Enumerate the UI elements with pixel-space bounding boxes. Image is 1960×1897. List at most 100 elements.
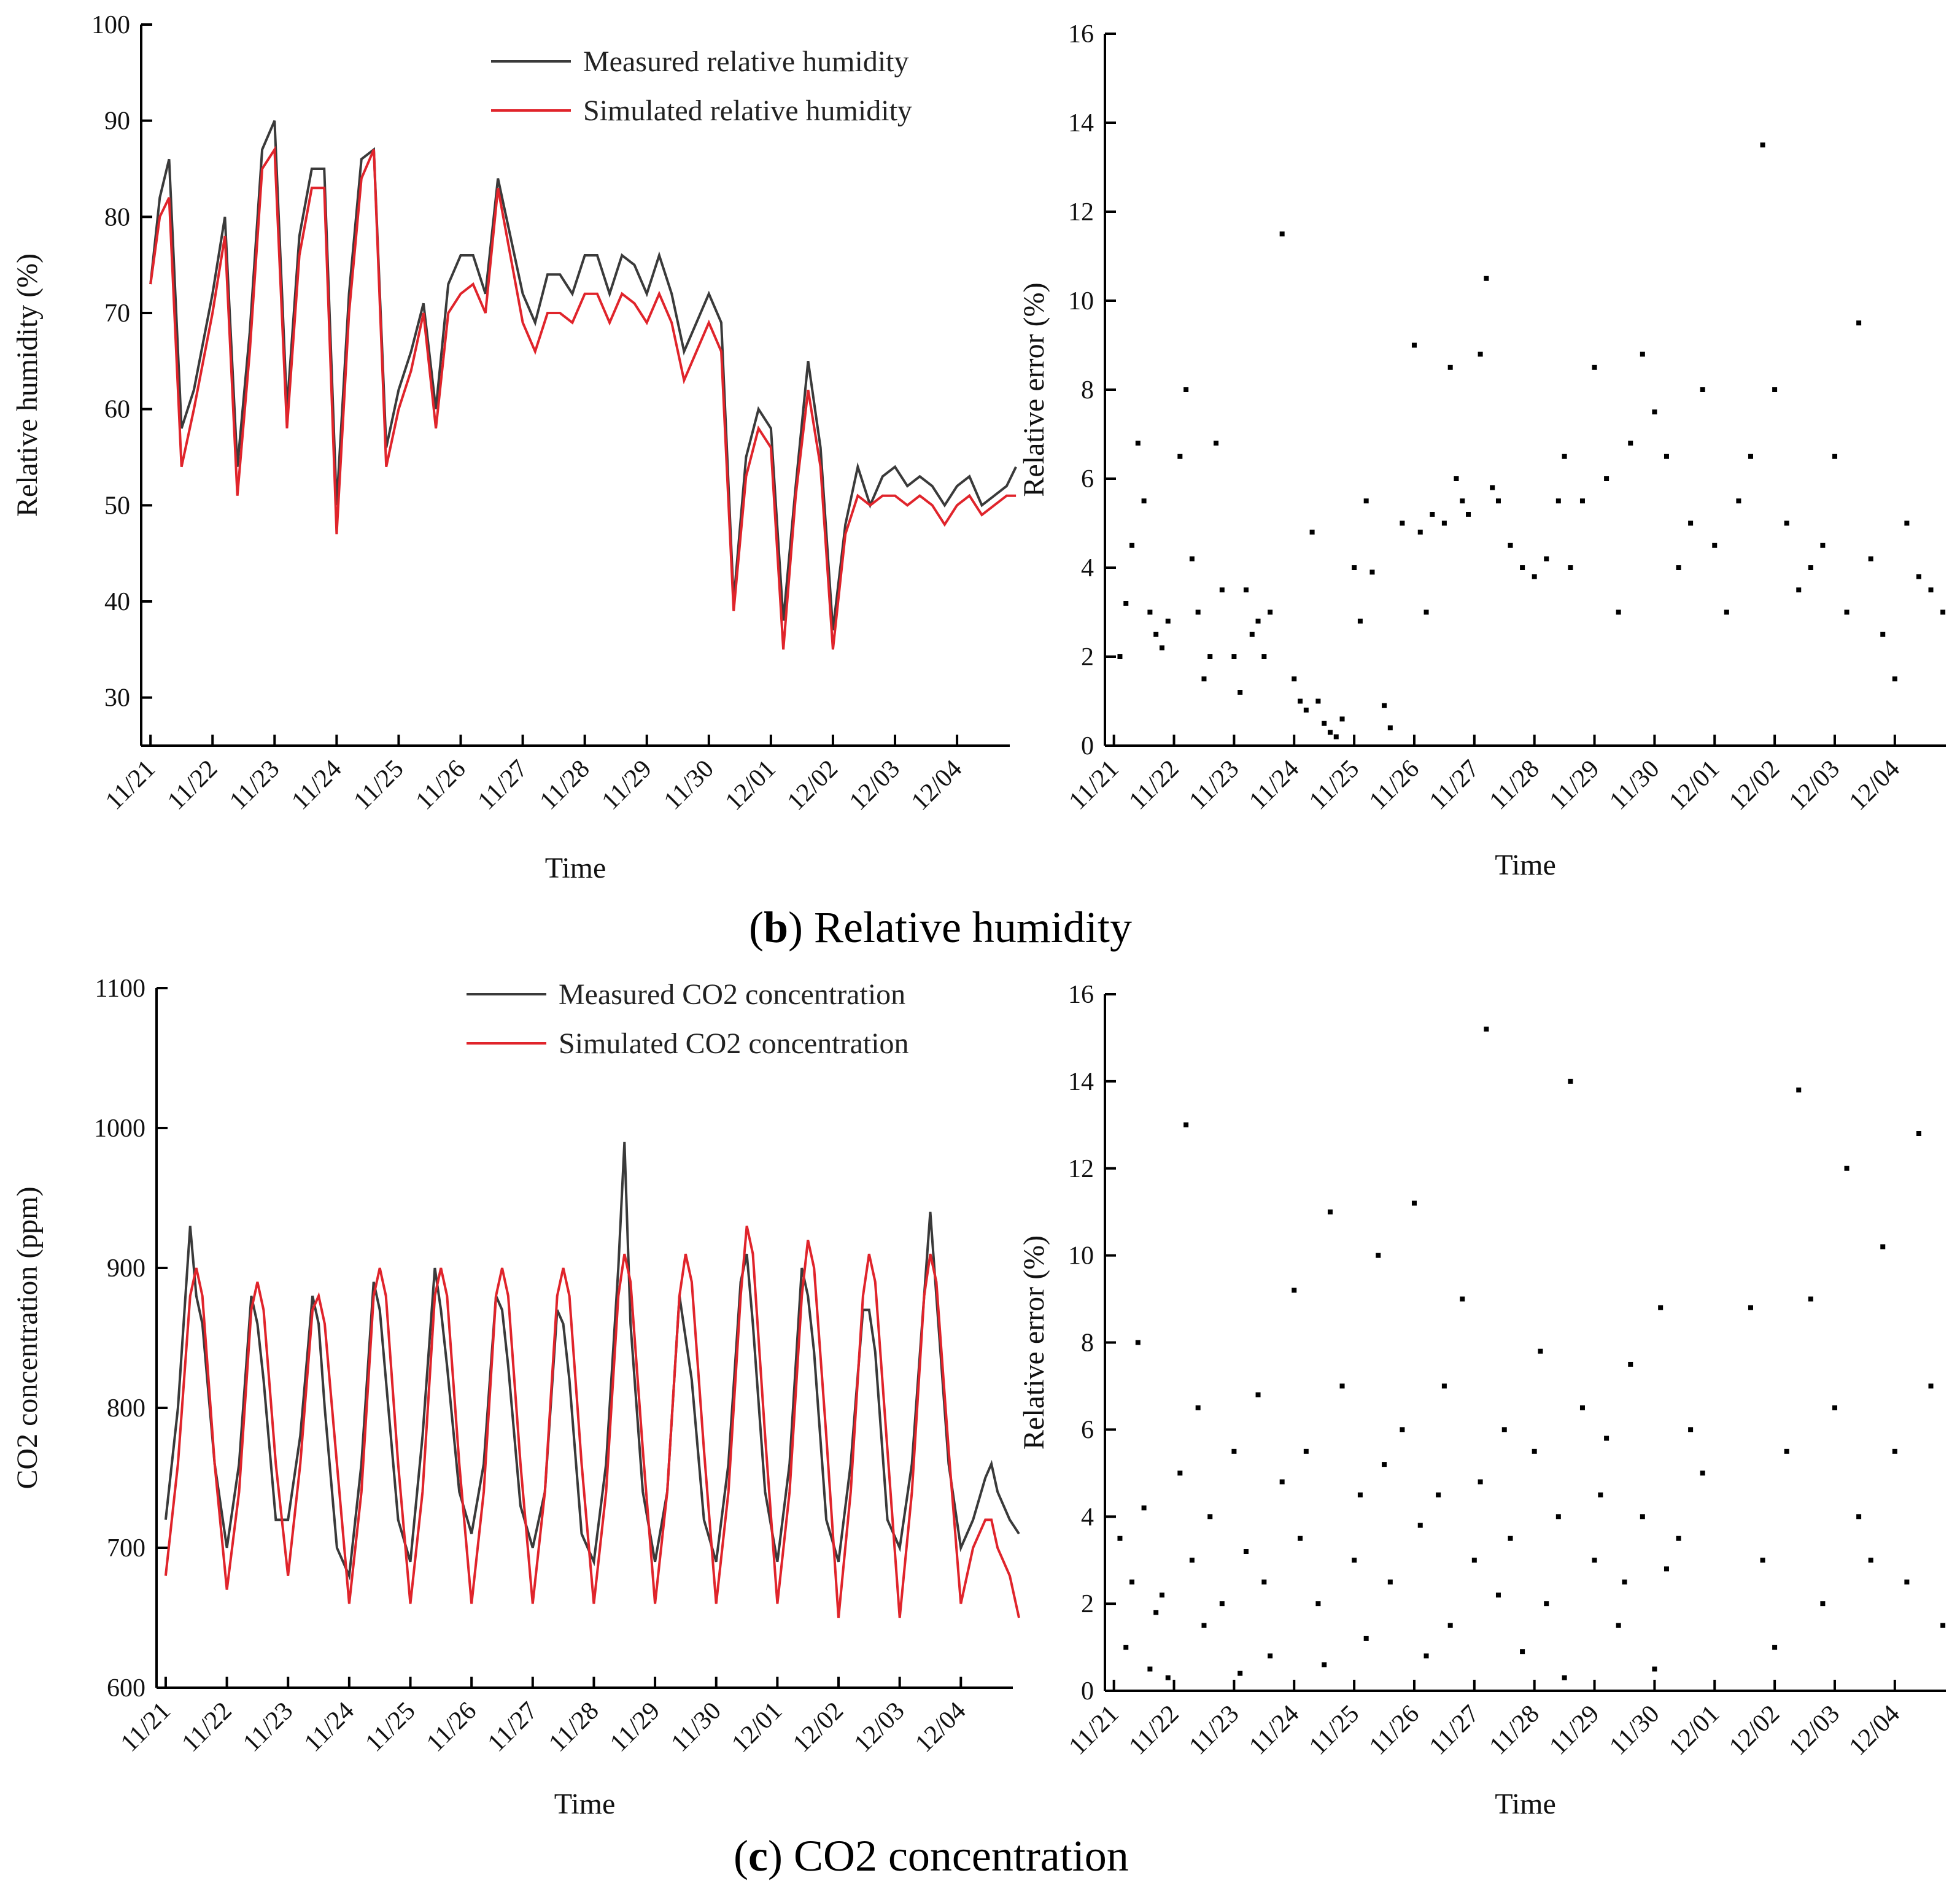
y-tick-label: 12 [1068, 198, 1094, 226]
error-point [1352, 565, 1357, 570]
error-point [1748, 1305, 1753, 1310]
error-point [1628, 441, 1633, 446]
error-point [1880, 1244, 1886, 1250]
x-tick-label: 11/29 [1544, 755, 1605, 816]
y-tick-label: 90 [104, 107, 130, 136]
error-point [1207, 654, 1213, 659]
error-point [1712, 543, 1718, 548]
x-tick-label: 11/29 [1544, 1700, 1605, 1761]
error-point [1147, 1666, 1153, 1672]
error-point [1555, 498, 1561, 504]
error-point [1760, 1558, 1765, 1563]
error-point [1568, 1078, 1573, 1084]
error-point [1772, 387, 1778, 392]
error-point [1261, 654, 1267, 659]
error-point [1760, 142, 1765, 148]
x-tick-label: 11/26 [421, 1697, 482, 1758]
error-point [1604, 1435, 1609, 1441]
error-point [1135, 1340, 1141, 1345]
error-point [1579, 1405, 1585, 1410]
y-tick-label: 6 [1081, 465, 1094, 493]
error-point [1339, 1383, 1345, 1389]
error-point [1159, 645, 1164, 651]
error-point [1604, 476, 1609, 481]
x-tick-label: 11/30 [659, 755, 719, 816]
error-point [1447, 1623, 1453, 1628]
y-tick-label: 16 [1068, 981, 1094, 1009]
error-point [1447, 365, 1453, 370]
error-point [1940, 1623, 1946, 1628]
error-point [1688, 1427, 1694, 1432]
y-axis-title: CO2 concentration (ppm) [11, 1186, 44, 1489]
error-point [1387, 1579, 1393, 1585]
error-point [1363, 1636, 1369, 1641]
error-point [1490, 485, 1495, 490]
error-point [1844, 1165, 1850, 1171]
error-point [1183, 1122, 1189, 1127]
y-axis-title: Relative error (%) [1018, 1235, 1050, 1450]
x-tick-label: 11/21 [1064, 1700, 1125, 1761]
error-point [1189, 556, 1195, 562]
error-point [1147, 609, 1153, 615]
legend: Measured relative humidity Simulated rela… [491, 45, 912, 127]
y-tick-label: 16 [1068, 20, 1094, 48]
x-tick-label: 11/23 [1183, 755, 1244, 816]
legend-label: Simulated relative humidity [583, 95, 912, 127]
error-point [1478, 1479, 1483, 1485]
error-point [1411, 1200, 1417, 1206]
x-tick-label: 12/01 [720, 755, 781, 816]
x-tick-label: 11/26 [1364, 1700, 1425, 1761]
error-point [1700, 387, 1705, 392]
error-point [1441, 1383, 1447, 1389]
error-point [1400, 520, 1405, 526]
error-point [1123, 601, 1129, 606]
error-point [1676, 565, 1681, 570]
error-point [1135, 441, 1141, 446]
error-point [1495, 498, 1501, 504]
error-point [1616, 609, 1621, 615]
legend-label: Simulated CO2 concentration [559, 1027, 909, 1060]
error-point [1640, 1514, 1645, 1520]
scatter-points [1117, 1026, 1946, 1680]
error-point [1231, 1448, 1237, 1454]
series-line-simulated [149, 145, 1017, 650]
x-tick-label: 11/28 [1484, 1700, 1545, 1761]
error-point [1544, 1601, 1549, 1607]
error-point [1117, 1536, 1123, 1541]
error-point [1436, 1492, 1441, 1497]
error-point [1460, 498, 1465, 504]
error-point [1562, 1675, 1567, 1680]
error-point [1231, 654, 1237, 659]
error-point [1382, 703, 1387, 708]
x-tick-label: 11/27 [482, 1697, 543, 1758]
y-tick-label: 6 [1081, 1416, 1094, 1444]
error-point [1484, 276, 1489, 281]
error-point [1165, 1675, 1171, 1680]
error-point [1129, 1579, 1135, 1585]
x-axis-title: Time [1495, 1788, 1556, 1820]
x-tick-label: 11/24 [1244, 1700, 1304, 1761]
x-tick-label: 11/25 [1304, 1700, 1365, 1761]
error-point [1315, 1601, 1321, 1607]
series-line-simulated [164, 1226, 1020, 1618]
error-point [1279, 1479, 1285, 1485]
error-point [1555, 1514, 1561, 1520]
y-axis-title: Relative error (%) [1018, 282, 1050, 496]
error-point [1303, 708, 1309, 713]
error-point [1411, 342, 1417, 348]
y-tick-label: 800 [107, 1394, 145, 1423]
x-tick-label: 11/30 [1604, 755, 1665, 816]
error-point [1832, 1405, 1837, 1410]
x-axis-title: Time [554, 1788, 616, 1820]
scatter-points [1117, 142, 1946, 740]
error-point [1292, 676, 1297, 682]
rh-error-chart: 024681012141611/2111/2211/2311/2411/2511… [1018, 20, 1946, 881]
error-point [1916, 574, 1921, 579]
error-point [1195, 1405, 1201, 1410]
x-tick-label: 11/22 [177, 1697, 238, 1758]
x-tick-label: 11/28 [535, 755, 595, 816]
y-tick-label: 14 [1068, 109, 1094, 137]
error-point [1298, 1536, 1303, 1541]
error-point [1501, 1427, 1507, 1432]
error-point [1243, 587, 1249, 593]
